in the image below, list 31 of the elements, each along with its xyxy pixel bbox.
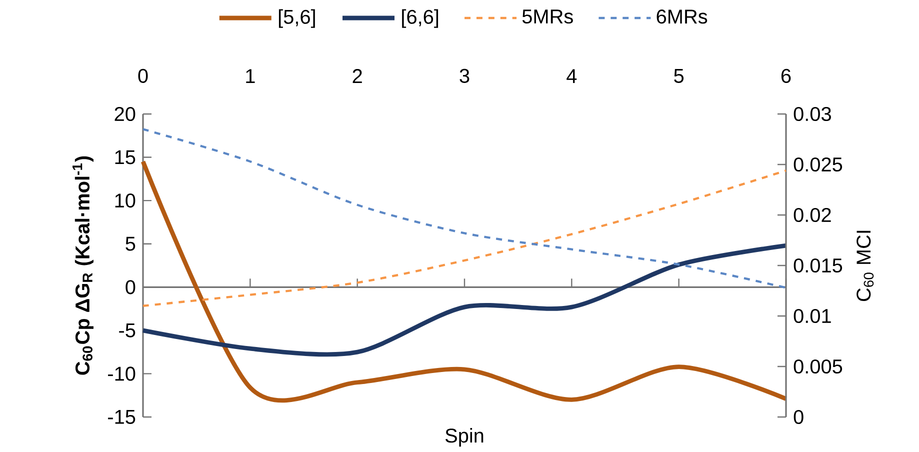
x-tick-label: 2 [352,69,362,83]
y2-tick-label: 0 [794,410,804,424]
x-tick-label: 3 [460,68,470,83]
y-tick-label: -5 [119,323,136,338]
legend-label: 6MRs [656,10,708,24]
x-axis-title: Spin [445,428,484,447]
y-tick-label: 20 [114,106,136,122]
x-tick-label: 0 [138,68,148,83]
x-tick-label: 4 [566,69,577,83]
line-series [142,128,788,289]
y2-tick-label: 0.01 [794,308,831,324]
legend-label: [5,6] [278,9,315,28]
line-series [142,169,788,307]
x-tick-label: 5 [674,69,684,83]
y2-tick-label: 0.02 [794,208,831,222]
y-tick-label: -10 [108,366,136,381]
x-tick-label: 6 [781,68,791,83]
y2-axis-title: C$_{60}$ MCI [856,230,874,301]
y-axis-title: C$_{60}$Cp ΔG$_{R}$ (Kcal·mol$^{-1}$) [72,156,94,375]
y-tick-label: -15 [108,410,136,424]
y2-tick-label: 0.03 [794,106,831,122]
x-tick-label: 1 [246,69,255,83]
y2-tick-label: 0.015 [794,258,842,273]
legend-label: [6,6] [402,9,438,28]
y-tick-label: 0 [126,280,136,294]
legend-label: 5MRs [522,10,573,24]
y-tick-label: 15 [115,150,136,164]
y2-tick-label: 0.005 [794,359,842,374]
y-tick-label: 5 [126,236,136,251]
y-tick-label: 10 [115,194,136,208]
y2-tick-label: 0.025 [794,157,842,172]
